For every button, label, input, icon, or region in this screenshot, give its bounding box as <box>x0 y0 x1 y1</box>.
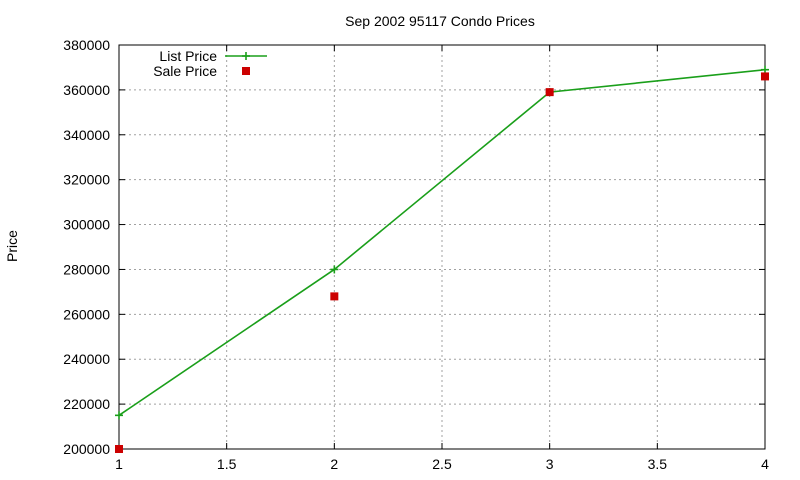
sale-price-point <box>761 72 769 81</box>
x-tick-label: 2 <box>330 456 338 472</box>
y-tick-label: 220000 <box>63 396 110 412</box>
sale-price-point <box>330 292 339 301</box>
y-tick-label: 240000 <box>63 351 110 367</box>
x-tick-label: 1.5 <box>217 456 237 472</box>
y-tick-label: 380000 <box>63 37 110 53</box>
list-price-point <box>761 65 769 74</box>
y-tick-label: 260000 <box>63 306 110 322</box>
x-tick-label: 4 <box>761 456 769 472</box>
legend-marker-square <box>242 67 250 75</box>
y-tick-label: 300000 <box>63 217 110 233</box>
y-tick-label: 360000 <box>63 82 110 98</box>
y-tick-label: 320000 <box>63 172 110 188</box>
x-tick-label: 3 <box>546 456 554 472</box>
y-tick-label: 340000 <box>63 127 110 143</box>
y-tick-label: 200000 <box>63 441 110 457</box>
chart-title: Sep 2002 95117 Condo Prices <box>345 13 535 29</box>
plot-frame <box>118 44 766 450</box>
series-layer <box>115 65 769 453</box>
legend-label: List Price <box>159 48 217 64</box>
list-price-point <box>115 411 123 420</box>
y-axis-label: Price <box>4 230 20 262</box>
list-price-point <box>330 265 339 274</box>
list-price-line <box>118 68 766 416</box>
y-tick-label: 280000 <box>63 261 110 277</box>
legend-label: Sale Price <box>153 63 217 79</box>
sale-price-point <box>115 445 123 453</box>
x-tick-label: 2.5 <box>432 456 452 472</box>
grid <box>119 45 765 449</box>
axis-ticks: 200000 220000 240000 260000 280000 300000 3200… <box>63 37 769 472</box>
x-tick-label: 3.5 <box>648 456 668 472</box>
x-tick-label: 1 <box>115 456 123 472</box>
sale-price-point <box>545 88 554 97</box>
